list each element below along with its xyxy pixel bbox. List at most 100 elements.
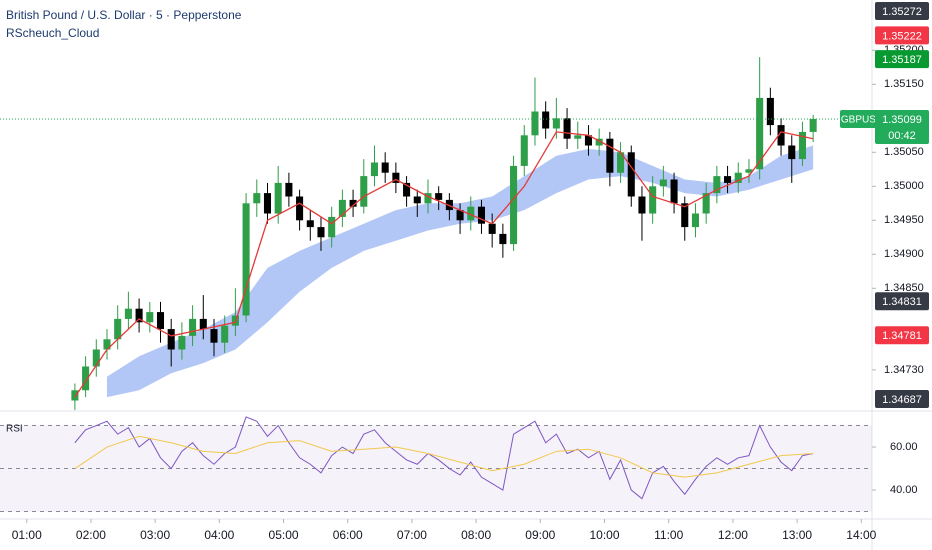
candle-body [349, 199, 357, 207]
candle-body [584, 135, 592, 146]
price-label-box [875, 50, 929, 69]
candle-body [296, 196, 304, 221]
price-label: 1.35272 [882, 6, 922, 18]
price-label-box [875, 2, 929, 20]
candle-body [274, 182, 282, 214]
candle-body [520, 135, 528, 166]
candle-body [210, 329, 218, 343]
x-tick-label: 11:00 [654, 528, 683, 542]
rsi-y-tick-label: 60.00 [890, 441, 918, 453]
x-tick-label: 07:00 [397, 528, 427, 542]
price-label: 1.35222 [882, 30, 922, 42]
candle-body [595, 138, 603, 146]
candle-body [285, 182, 293, 197]
candle-body [649, 186, 657, 214]
main-pane [0, 57, 872, 410]
candle-body [756, 97, 764, 170]
x-tick-label: 06:00 [333, 528, 363, 542]
candle-body [381, 162, 389, 173]
candle-body [392, 172, 400, 183]
price-label: 1.34831 [882, 296, 922, 308]
x-tick-label: 01:00 [12, 528, 42, 542]
x-tick-label: 04:00 [204, 528, 234, 542]
symbol-box [840, 109, 884, 128]
candle-body [456, 210, 464, 221]
y-tick-label: 1.35000 [884, 180, 924, 192]
price-label-box [875, 292, 929, 311]
candle-body [263, 193, 272, 214]
x-tick-label: 13:00 [782, 528, 812, 542]
candle-body [92, 349, 100, 367]
candle-body [542, 111, 550, 129]
candle-body [199, 318, 207, 330]
candle-body [691, 213, 699, 228]
candle-body [552, 118, 560, 129]
price-label: 1.35187 [882, 54, 922, 66]
candle-body [338, 199, 346, 217]
y-tick-label: 1.34900 [884, 248, 924, 260]
candle-body [713, 176, 721, 194]
candle-body [253, 193, 261, 204]
candle-body [135, 308, 143, 323]
x-tick-label: 05:00 [269, 528, 299, 542]
candle-body [606, 138, 614, 173]
x-tick-label: 02:00 [76, 528, 106, 542]
candle-body [488, 223, 496, 234]
candle-body [702, 193, 710, 214]
candle-body [617, 152, 625, 173]
ma-line [74, 131, 814, 398]
candle-body [798, 131, 806, 160]
candle-body [360, 176, 368, 207]
x-tick-label: 14:00 [846, 528, 876, 542]
last-price-label: 1.35099 [882, 114, 922, 126]
x-tick-label: 12:00 [718, 528, 748, 542]
candle-body [627, 152, 635, 197]
candle-body [82, 366, 90, 391]
rsi-y-tick-label: 40.00 [890, 484, 918, 496]
candle-body [809, 118, 817, 132]
price-label: 1.34687 [882, 394, 922, 406]
candle-body [563, 118, 571, 139]
chart-title: British Pound / U.S. Dollar · 5 · Pepper… [6, 8, 242, 22]
candle-body [766, 97, 774, 126]
candle-body [510, 165, 518, 245]
candle-body [103, 339, 111, 350]
candle-body [467, 206, 475, 221]
candle-body [317, 227, 325, 238]
candle-body [178, 335, 186, 350]
symbol-label: GBPUSD [841, 115, 883, 126]
candle-body [499, 233, 507, 245]
candle-body [531, 111, 539, 136]
rsi-ma-line [74, 435, 814, 478]
y-tick-label: 1.34850 [884, 282, 924, 294]
candle-body [146, 312, 154, 323]
price-label: 1.34781 [882, 330, 922, 342]
candle-body [734, 172, 742, 183]
price-label-box [875, 26, 929, 45]
candle-body [403, 182, 411, 197]
candle-body [659, 179, 667, 187]
cloud [106, 145, 814, 398]
x-tick-label: 10:00 [589, 528, 619, 542]
candle-body [189, 318, 197, 336]
candle-body [574, 135, 582, 139]
countdown-label: 00:42 [888, 130, 916, 142]
rsi-line [74, 416, 814, 500]
indicator-name: RScheuch_Cloud [6, 26, 99, 40]
price-label-box [875, 326, 929, 345]
axes: 1.352001.351501.350501.350001.349501.349… [12, 2, 929, 542]
candle-body [124, 308, 132, 319]
candle-body [724, 176, 732, 183]
candle-body [370, 162, 379, 177]
y-tick-label: 1.35150 [884, 78, 924, 90]
candle-body [477, 206, 486, 224]
rsi-pane [0, 416, 872, 512]
x-tick-label: 09:00 [525, 528, 555, 542]
x-tick-label: 08:00 [461, 528, 491, 542]
candle-body [328, 216, 336, 238]
y-tick-label: 1.35050 [884, 146, 924, 158]
y-tick-label: 1.34950 [884, 214, 924, 226]
last-price-box [875, 109, 929, 144]
